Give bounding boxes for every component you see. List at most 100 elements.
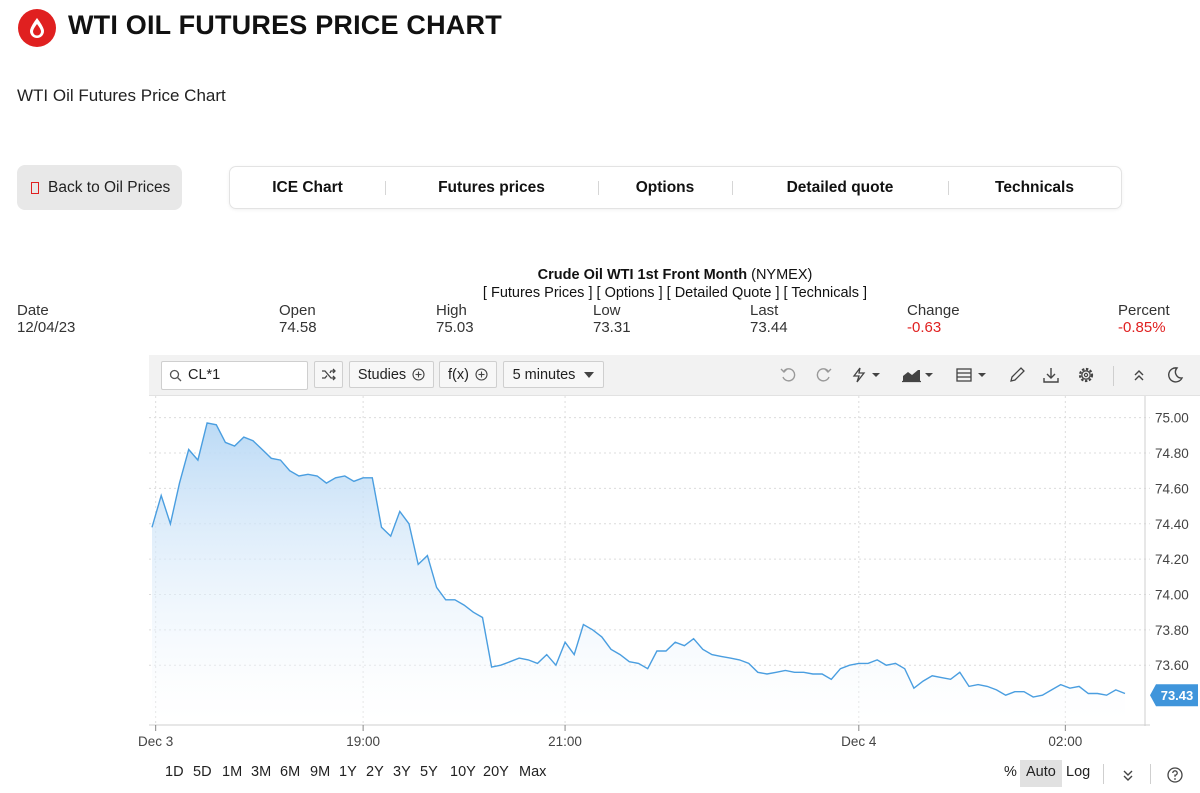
download-icon[interactable] — [1040, 364, 1062, 386]
back-button-label: Back to Oil Prices — [48, 178, 171, 196]
x-tick-label: 21:00 — [548, 734, 582, 749]
page-title: WTI OIL FUTURES PRICE CHART — [68, 10, 502, 40]
last-price-badge — [1150, 684, 1198, 707]
search-icon — [169, 369, 182, 382]
y-tick-label: 74.60 — [1155, 481, 1189, 496]
x-tick-label: 19:00 — [346, 734, 380, 749]
instrument-title: Crude Oil WTI 1st Front Month (NYMEX) — [0, 267, 1200, 283]
quote-date-value: 12/04/23 — [17, 319, 76, 336]
layout-icon[interactable] — [955, 364, 991, 386]
tab-divider — [948, 181, 949, 195]
link-detailed-quote[interactable]: [ Detailed Quote ] — [666, 285, 780, 301]
quote-percent-value: -0.85% — [1118, 319, 1166, 336]
quote-low-value: 73.31 — [593, 319, 631, 336]
interval-label: 5 minutes — [512, 366, 576, 383]
auto-scale-button[interactable]: Auto — [1026, 764, 1056, 780]
tab-divider — [732, 181, 733, 195]
y-tick-label: 73.60 — [1155, 658, 1189, 673]
range-3y[interactable]: 3Y — [393, 764, 411, 780]
toolbar-divider — [1113, 366, 1114, 386]
tab-ice-chart[interactable]: ICE Chart — [272, 179, 343, 196]
y-tick-label: 74.20 — [1155, 552, 1189, 567]
chart-type-icon[interactable] — [901, 364, 937, 386]
last-price-value: 73.43 — [1161, 688, 1194, 703]
y-tick-label: 74.00 — [1155, 587, 1189, 602]
chevron-down-icon — [584, 371, 595, 378]
shuffle-icon — [322, 368, 336, 381]
plus-circle-icon — [475, 368, 488, 381]
interval-select[interactable]: 5 minutes — [503, 361, 604, 388]
link-futures-prices[interactable]: [ Futures Prices ] — [482, 285, 593, 301]
x-tick-label: 02:00 — [1048, 734, 1082, 749]
quote-last-value: 73.44 — [750, 319, 788, 336]
range-1y[interactable]: 1Y — [339, 764, 357, 780]
lightning-icon[interactable] — [849, 364, 885, 386]
studies-button[interactable]: Studies — [349, 361, 434, 388]
range-5y[interactable]: 5Y — [420, 764, 438, 780]
tab-futures-prices[interactable]: Futures prices — [438, 179, 545, 196]
undo-icon[interactable] — [777, 364, 799, 386]
link-options[interactable]: [ Options ] — [596, 285, 663, 301]
tab-technicals[interactable]: Technicals — [995, 179, 1074, 196]
link-technicals[interactable]: [ Technicals ] — [783, 285, 868, 301]
price-line — [151, 422, 1126, 698]
dark-mode-icon[interactable] — [1164, 364, 1186, 386]
log-scale-button[interactable]: Log — [1066, 764, 1091, 780]
range-6m[interactable]: 6M — [280, 764, 301, 780]
quote-open-value: 74.58 — [279, 319, 317, 336]
range-5d[interactable]: 5D — [193, 764, 212, 780]
fx-button[interactable]: f(x) — [439, 361, 497, 388]
y-axis: 75.00 74.80 74.60 74.40 74.20 74.00 73.80 73.60 — [1155, 411, 1189, 674]
instrument-name: Crude Oil WTI 1st Front Month — [537, 267, 748, 283]
y-tick-label: 75.00 — [1155, 411, 1189, 426]
quote-high-label: High — [436, 302, 467, 319]
range-9m[interactable]: 9M — [310, 764, 331, 780]
fx-label: f(x) — [448, 366, 469, 383]
instrument-links: [ Futures Prices ] [ Options ] [ Detaile… — [0, 285, 1200, 301]
quote-date-label: Date — [17, 302, 49, 319]
range-2y[interactable]: 2Y — [366, 764, 384, 780]
range-max[interactable]: Max — [519, 764, 547, 780]
instrument-exchange: (NYMEX) — [751, 267, 813, 283]
expand-down-icon[interactable] — [1117, 764, 1139, 786]
gear-icon[interactable] — [1075, 364, 1097, 386]
bottom-divider — [1103, 764, 1104, 784]
tab-divider — [598, 181, 599, 195]
x-tick-label: Dec 3 — [138, 734, 173, 749]
tab-detailed-quote[interactable]: Detailed quote — [786, 179, 894, 196]
bottom-divider — [1150, 764, 1151, 784]
help-icon[interactable] — [1164, 764, 1186, 786]
tab-options[interactable]: Options — [635, 179, 695, 196]
y-tick-label: 73.80 — [1155, 623, 1189, 638]
percent-scale-button[interactable]: % — [1004, 764, 1017, 780]
tab-bar: ICE Chart Futures prices Options Detaile… — [229, 166, 1122, 209]
back-to-oil-prices-button[interactable]: Back to Oil Prices — [17, 165, 182, 210]
auto-scale-highlight — [1020, 760, 1062, 787]
range-20y[interactable]: 20Y — [483, 764, 509, 780]
range-1m[interactable]: 1M — [222, 764, 243, 780]
last-price-label: 73.43 — [1150, 684, 1198, 707]
symbol-search — [161, 361, 308, 390]
pencil-icon[interactable] — [1006, 364, 1028, 386]
plus-circle-icon — [412, 368, 425, 381]
compare-symbol-button[interactable] — [314, 361, 343, 388]
studies-label: Studies — [357, 366, 407, 383]
range-3m[interactable]: 3M — [251, 764, 272, 780]
range-10y[interactable]: 10Y — [450, 764, 476, 780]
quote-change-label: Change — [907, 302, 960, 319]
tab-divider — [385, 181, 386, 195]
quote-high-value: 75.03 — [436, 319, 474, 336]
quote-last-label: Last — [750, 302, 779, 319]
price-chart[interactable]: 75.00 74.80 74.60 74.40 74.20 74.00 73.80 73.60… — [0, 0, 1200, 760]
y-tick-label: 74.40 — [1155, 517, 1189, 532]
range-1d[interactable]: 1D — [165, 764, 184, 780]
redo-icon[interactable] — [813, 364, 835, 386]
x-axis: Dec 3 19:00 21:00 Dec 4 02:00 — [138, 725, 1082, 749]
quote-change-value: -0.63 — [907, 319, 942, 336]
oil-drop-icon — [18, 9, 56, 47]
quote-open-label: Open — [279, 302, 316, 319]
x-tick-label: Dec 4 — [841, 734, 877, 749]
symbol-search-input[interactable] — [188, 365, 298, 384]
collapse-icon[interactable] — [1128, 364, 1150, 386]
left-arrow-icon — [31, 181, 39, 194]
